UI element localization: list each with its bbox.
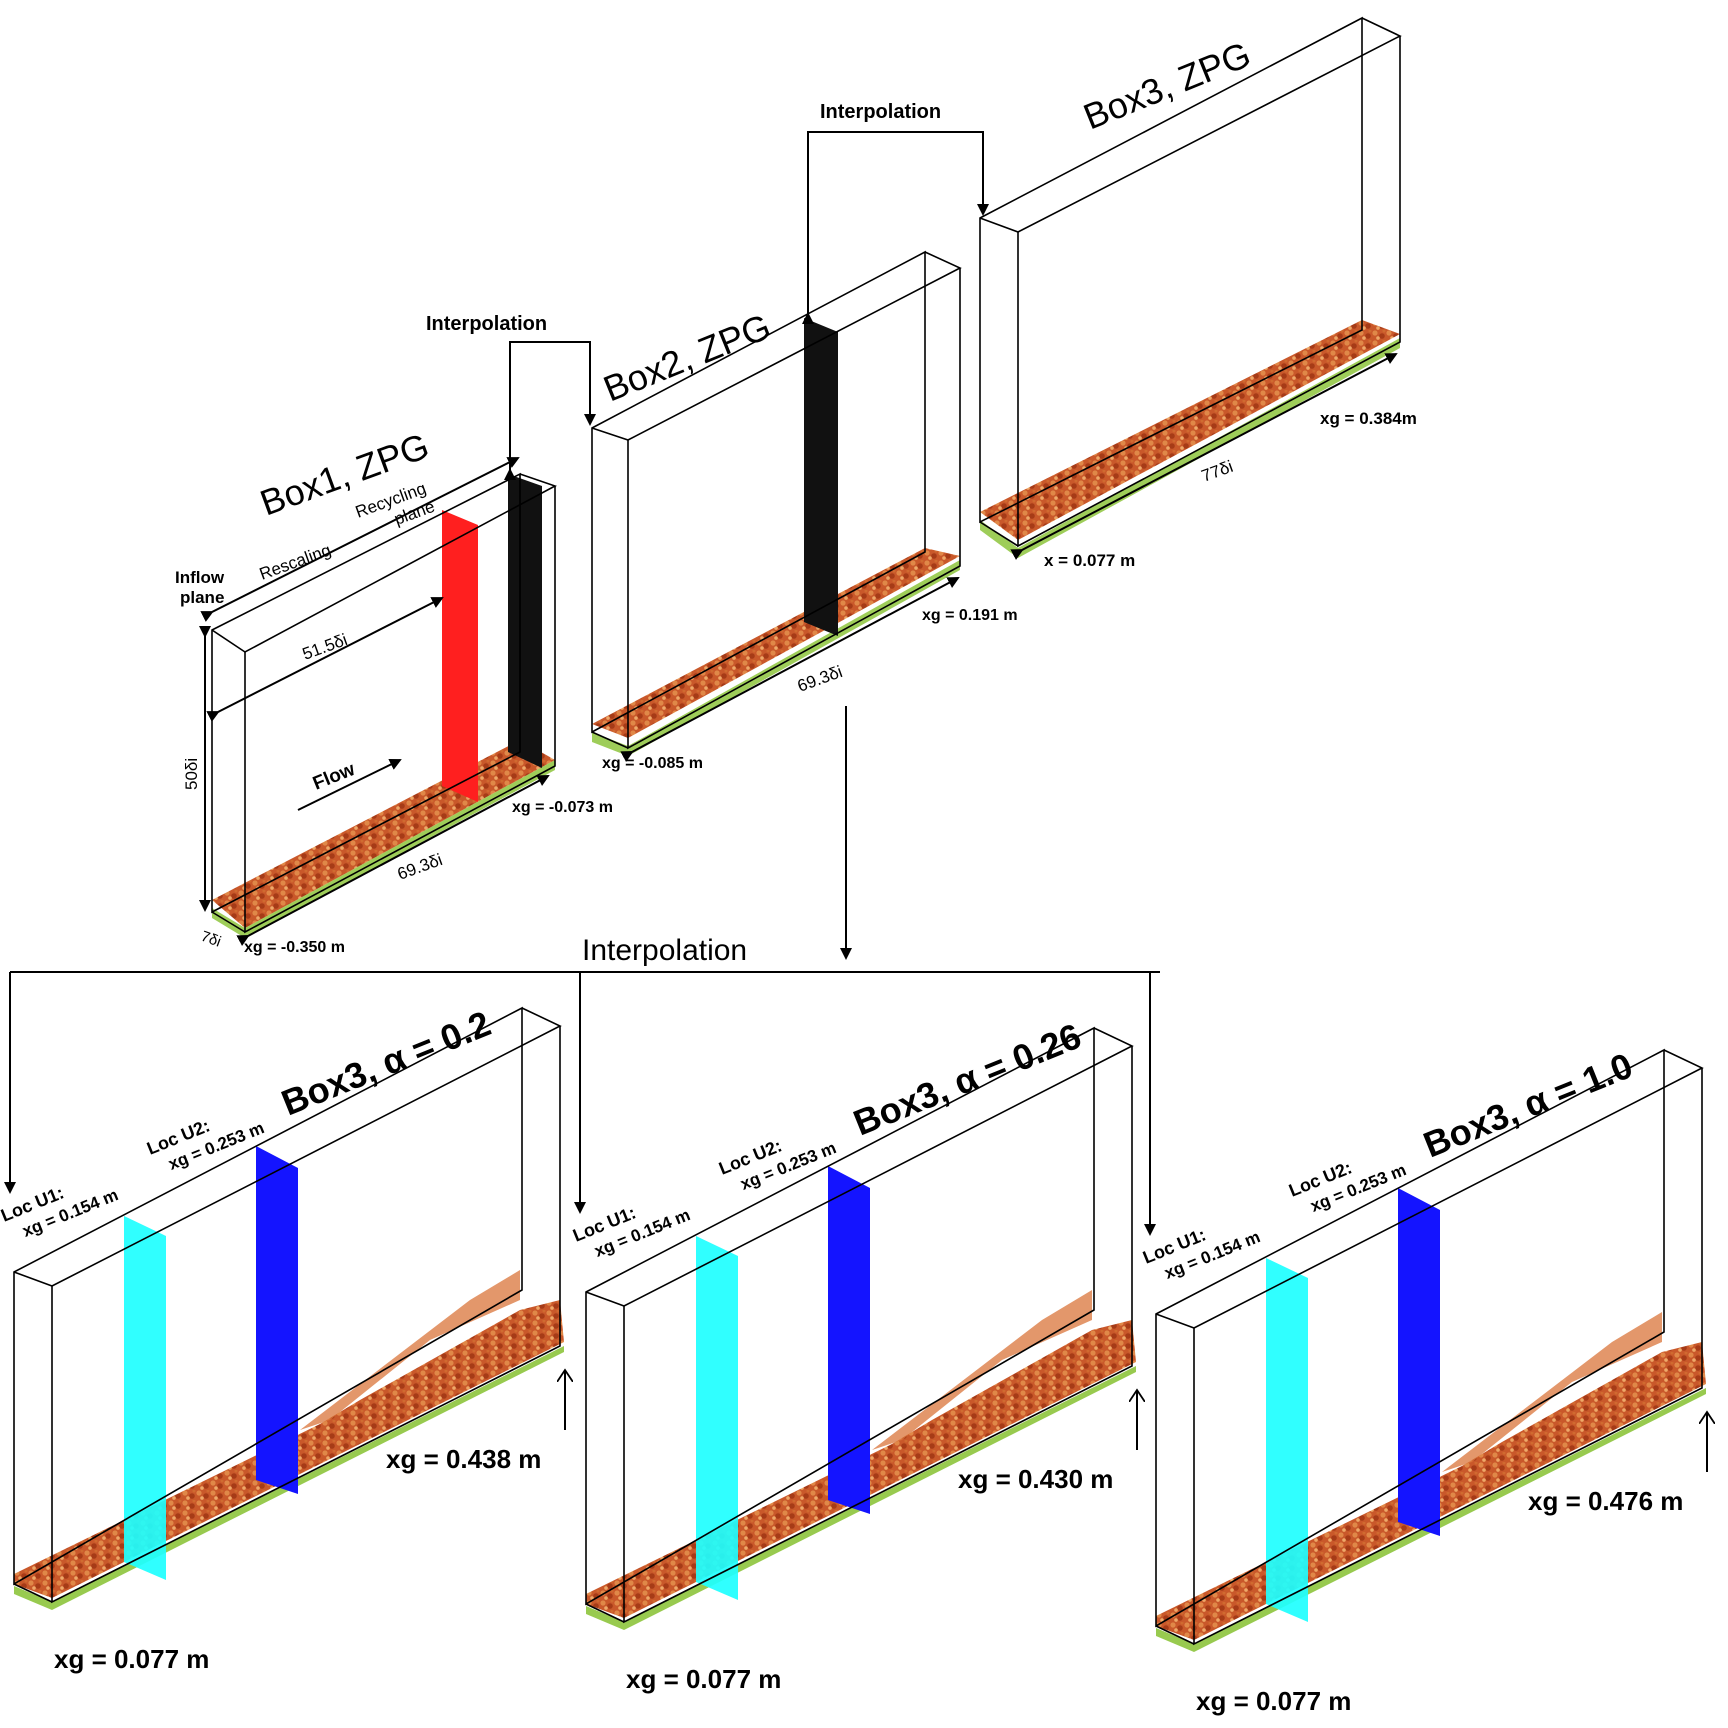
box1-interp-plane [508,474,542,768]
box-bottom-edge [585,1603,625,1623]
box-title-alpha: α = 0.2 [376,1003,496,1083]
box-bottom-edge [1155,1625,1195,1645]
box-front-face [13,1006,523,1586]
bottom-box-1: Loc U1:xg = 0.154 m Loc U2:xg = 0.253 mBo… [0,1003,565,1674]
box2-title: Box2, ZPG [598,305,777,409]
box-title: Box3, α = 0.2 [276,1003,496,1124]
box2-x-start: xg = -0.085 m [602,755,703,772]
interp-connector-1 [504,341,596,480]
box-title-name: Box3, [1418,1087,1534,1165]
box2-length-arrow [620,577,960,763]
x-start-label: xg = 0.077 m [54,1644,209,1674]
box2-dim-length: 69.3δi [795,662,845,696]
loc-u1-plane [696,1236,738,1600]
box-top-edges [585,1027,1134,1307]
recycle-dim-arrow [206,597,444,722]
x-end-label: xg = 0.476 m [1528,1486,1683,1516]
bottom-box-2: Loc U1:xg = 0.154 m Loc U2:xg = 0.253 mBo… [570,1015,1137,1694]
box-title-name: Box3, [848,1065,964,1143]
dim-height: 50δi [182,758,201,790]
separation-region [300,1270,520,1430]
inflow-label-line1: Inflow [175,568,225,587]
inflow-label-line2: plane [180,588,224,607]
x-end-label: xg = 0.430 m [958,1464,1113,1494]
box-front-face [585,1026,1095,1606]
loc-u2-plane [1398,1188,1440,1536]
box2-top-edges [591,251,962,441]
box-title-alpha: α = 0.26 [948,1015,1087,1103]
loc-u2-plane [828,1166,870,1514]
box-right-edges [1193,1068,1703,1646]
box-front-face [1155,1048,1665,1628]
x-start-label: xg = 0.077 m [1196,1686,1351,1716]
loc-u2-label: Loc U2:xg = 0.253 m [1286,1157,1409,1215]
separation-region [872,1290,1092,1450]
rescaling-arrow [200,457,520,622]
box3-title: Box3, ZPG [1078,33,1257,137]
box1-dim-depth: 7δi [199,928,224,951]
flow-label: Flow [310,759,358,795]
box-title-name: Box3, [276,1045,392,1123]
interp-connector-2 [802,131,989,324]
loc-u1-plane [1266,1258,1308,1622]
box-right-edges [51,1026,561,1604]
box1-x-end: xg = -0.073 m [512,799,613,816]
loc-u1-label: Loc U1:xg = 0.154 m [0,1182,121,1240]
loc-u1-label: Loc U1:xg = 0.154 m [570,1202,693,1260]
box3-dim-length: 77δi [1199,457,1236,486]
box-title: Box3, α = 1.0 [1418,1045,1638,1166]
box2-interp-plane [804,318,838,636]
loc-u1-label: Loc U1:xg = 0.154 m [1140,1224,1263,1282]
interp-label-1: Interpolation [426,313,547,335]
box2-turbulence [592,548,960,738]
inflow-label: Inflow plane [175,568,225,607]
box3-x-start: x = 0.077 m [1044,551,1135,570]
x-start-label: xg = 0.077 m [626,1664,781,1694]
box-right-edges [623,1046,1133,1624]
interp-label-bottom: Interpolation [582,934,747,967]
loc-u2-plane [256,1146,298,1494]
box-title-alpha: α = 1.0 [1518,1045,1638,1125]
box1-length-arrow [236,775,550,946]
box1-dim-length: 69.3δi [395,850,445,884]
box1-group [211,472,557,938]
box3-x-end: xg = 0.384m [1320,409,1417,428]
recycling-plane [442,510,478,802]
loc-u1-plane [124,1216,166,1580]
box3-length-arrow [1010,353,1398,560]
box3-turbulence [980,320,1400,540]
box-top-edges [1155,1049,1704,1329]
box1-x-start: xg = -0.350 m [244,939,345,956]
box-top-edges [13,1007,562,1287]
rescaling-label: Rescaling [257,540,334,583]
bottom-box-3: Loc U1:xg = 0.154 m Loc U2:xg = 0.253 mBo… [1140,1045,1707,1716]
box2-x-end: xg = 0.191 m [922,607,1018,624]
x-end-label: xg = 0.438 m [386,1444,541,1474]
box-bottom-edge [13,1583,53,1603]
box3-top-group [979,16,1402,558]
loc-u2-label: Loc U2:xg = 0.253 m [144,1115,267,1173]
box3-front-face [979,16,1363,524]
box-title: Box3, α = 0.26 [848,1015,1087,1143]
loc-u2-label: Loc U2:xg = 0.253 m [716,1135,839,1193]
box3-top-edges [979,17,1402,233]
separation-region [1442,1312,1662,1472]
interp-label-2: Interpolation [820,101,941,123]
box2-group [591,250,962,756]
